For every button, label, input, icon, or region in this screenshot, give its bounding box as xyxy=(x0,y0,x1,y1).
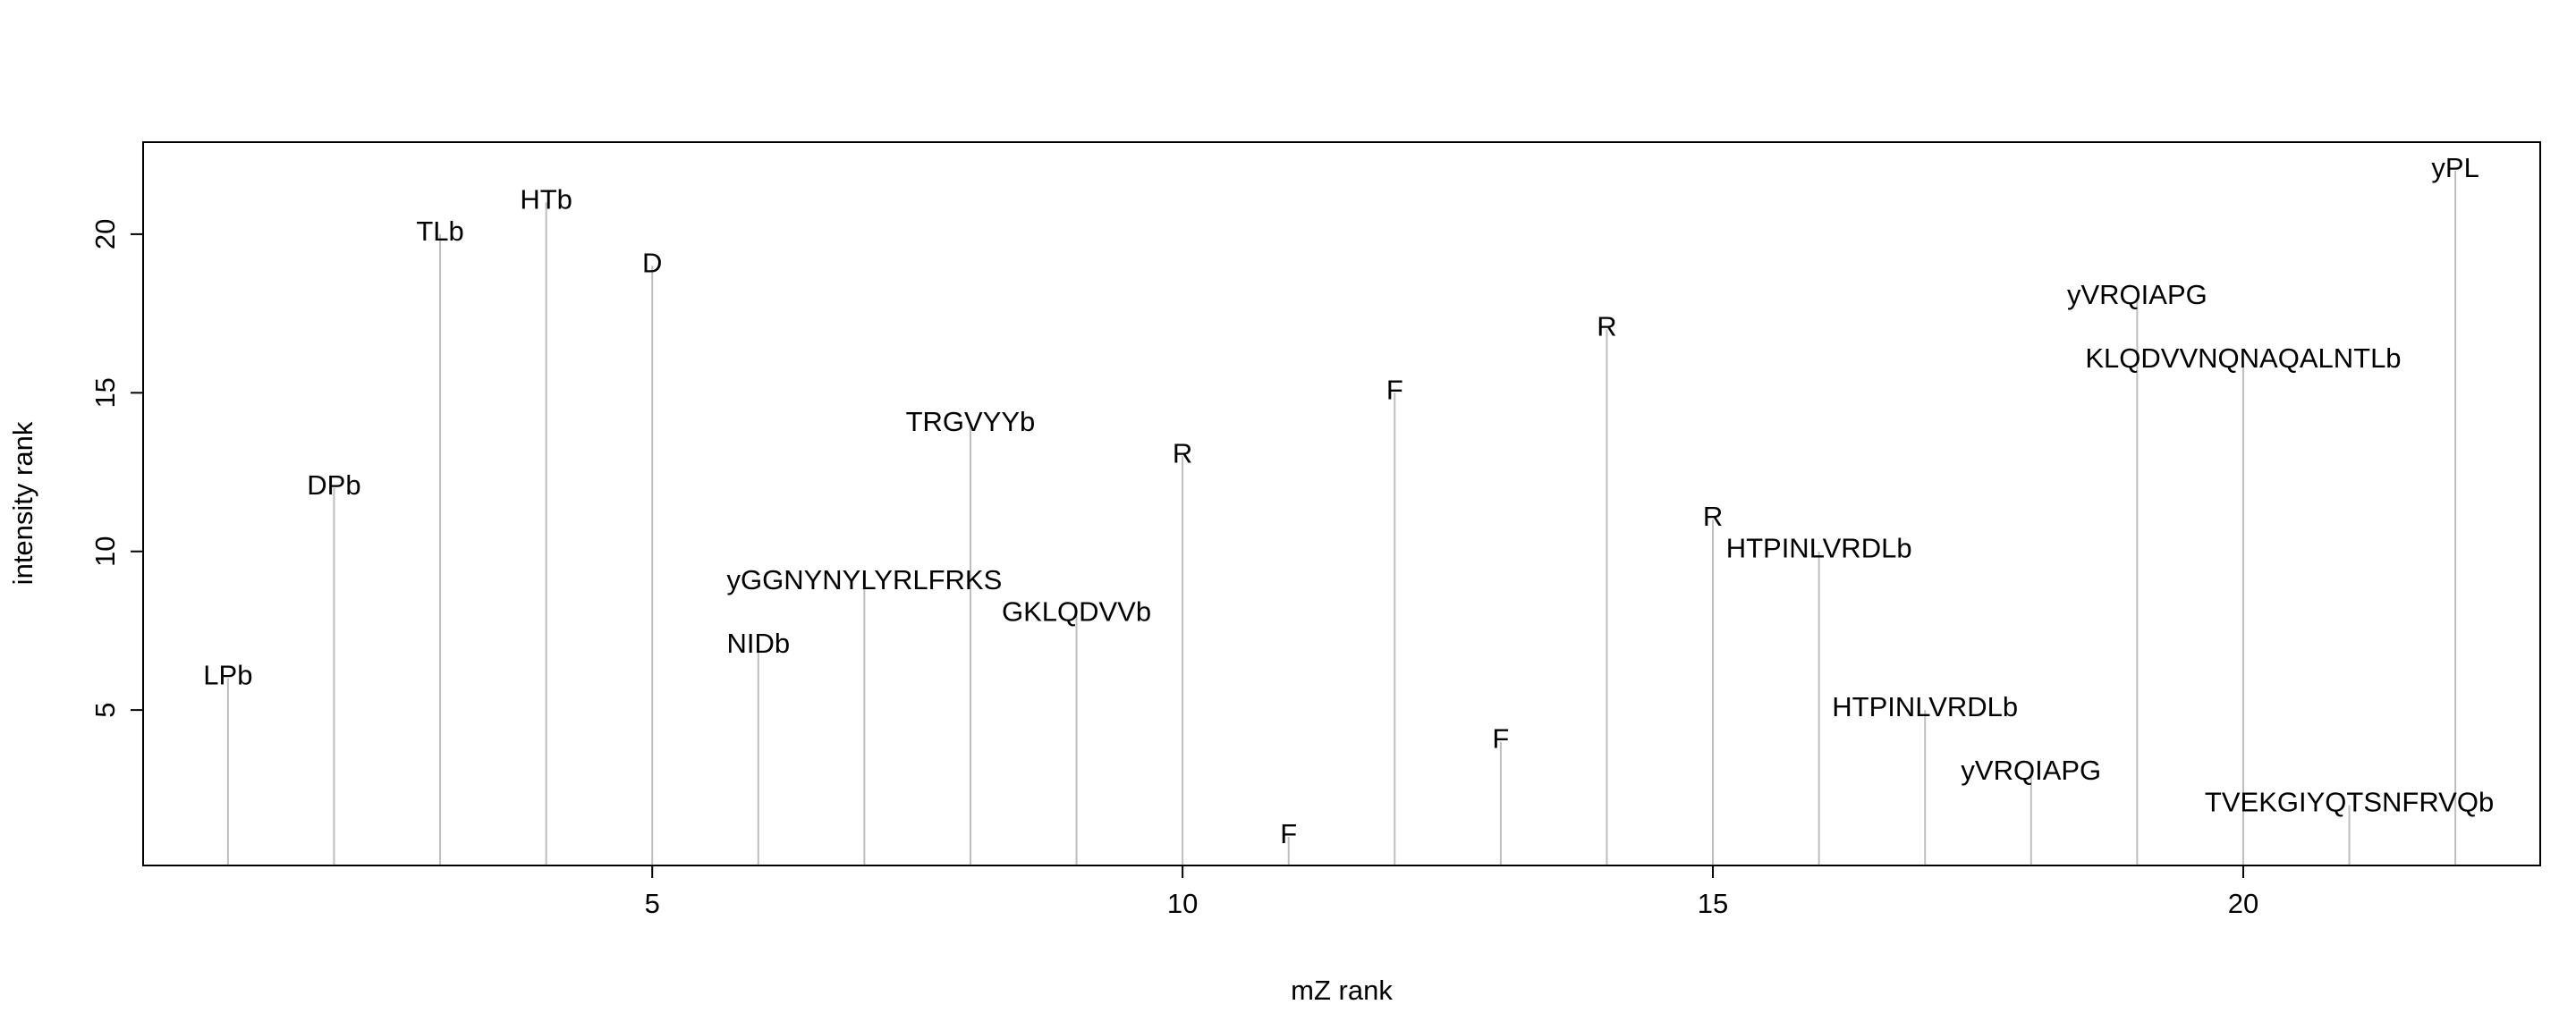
x-tick-label: 15 xyxy=(1698,888,1728,919)
peak-label: F xyxy=(1492,723,1509,755)
y-axis-title: intensity rank xyxy=(7,421,38,585)
x-tick-label: 5 xyxy=(645,888,660,919)
peak-label: HTPINLVRDLb xyxy=(1832,691,2018,722)
peak-label: F xyxy=(1280,818,1297,849)
peak-label: TVEKGIYQTSNFRVQb xyxy=(2205,787,2494,818)
peak-stems xyxy=(226,170,2457,865)
peak-label: TRGVYYb xyxy=(906,406,1036,437)
peak-label: NIDb xyxy=(726,628,790,659)
plot-frame xyxy=(142,141,2541,866)
peak-label: yPL xyxy=(2431,152,2479,183)
peak-label: R xyxy=(1597,310,1616,342)
y-tick-label: 10 xyxy=(89,536,121,566)
peak-label: yVRQIAPG xyxy=(1961,755,2101,786)
peak-label: R xyxy=(1173,437,1192,469)
peak-label: D xyxy=(642,247,662,278)
y-tick-label: 5 xyxy=(89,703,121,718)
peak-labels: LPb DPb TLb HTb D NIDb yGGNYNYLYRLFRKS TRGVYYb G… xyxy=(203,152,2494,849)
x-axis: 5 10 15 20 xyxy=(645,865,2258,919)
x-tick-label: 20 xyxy=(2228,888,2258,919)
peak-label: F xyxy=(1386,374,1403,405)
peak-label: HTPINLVRDLb xyxy=(1726,533,1912,564)
x-axis-title: mZ rank xyxy=(1291,975,1393,1006)
x-tick-label: 10 xyxy=(1167,888,1198,919)
peak-label: KLQDVVNQNAQALNTLb xyxy=(2085,342,2401,374)
y-axis: 5 10 15 20 xyxy=(89,219,144,718)
peak-label: R xyxy=(1703,501,1723,532)
peak-label: GKLQDVVb xyxy=(1002,596,1151,628)
peak-label: HTb xyxy=(520,183,572,215)
y-tick-label: 20 xyxy=(89,219,121,249)
y-tick-label: 15 xyxy=(89,377,121,408)
peak-label: TLb xyxy=(416,215,463,247)
peak-label: DPb xyxy=(307,469,360,501)
peak-label: LPb xyxy=(203,660,252,691)
peak-label: yVRQIAPG xyxy=(2067,279,2207,310)
peak-label: yGGNYNYLYRLFRKS xyxy=(726,564,1002,595)
